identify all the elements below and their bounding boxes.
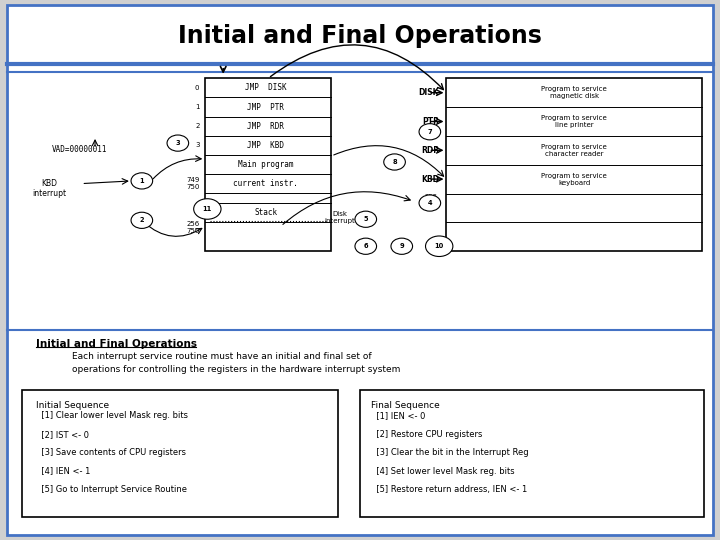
Text: Initial and Final Operations: Initial and Final Operations <box>178 24 542 48</box>
Text: 749
750: 749 750 <box>186 177 199 190</box>
Text: 9: 9 <box>400 243 404 249</box>
Text: VAD=00000011: VAD=00000011 <box>52 145 107 153</box>
Text: Program to service
magnetic disk: Program to service magnetic disk <box>541 86 607 99</box>
Bar <box>446 78 702 251</box>
Text: [3] Save contents of CPU registers: [3] Save contents of CPU registers <box>36 448 186 457</box>
Text: 1: 1 <box>140 178 144 184</box>
Text: [2] Restore CPU registers: [2] Restore CPU registers <box>371 430 482 439</box>
Text: 8: 8 <box>392 159 397 165</box>
Text: [5] Go to Interrupt Service Routine: [5] Go to Interrupt Service Routine <box>36 485 187 494</box>
Text: 256
750: 256 750 <box>186 220 199 234</box>
Text: [3] Clear the bit in the Interrupt Reg: [3] Clear the bit in the Interrupt Reg <box>371 448 528 457</box>
Text: 7: 7 <box>428 129 432 135</box>
Circle shape <box>391 238 413 254</box>
Circle shape <box>167 135 189 151</box>
Text: 255
256: 255 256 <box>425 194 438 207</box>
Circle shape <box>131 173 153 189</box>
Text: 6: 6 <box>364 243 368 249</box>
Circle shape <box>419 195 441 211</box>
Text: Each interrupt service routine must have an initial and final set of
operations : Each interrupt service routine must have… <box>72 352 400 374</box>
Circle shape <box>131 212 153 228</box>
Circle shape <box>419 124 441 140</box>
Text: 5: 5 <box>364 216 368 222</box>
Text: Final Sequence: Final Sequence <box>371 401 439 410</box>
Text: [5] Restore return address, IEN <- 1: [5] Restore return address, IEN <- 1 <box>371 485 527 494</box>
Text: current instr.: current instr. <box>233 179 298 188</box>
Bar <box>360 390 704 517</box>
Bar <box>205 78 331 251</box>
Circle shape <box>194 199 221 219</box>
Text: Initial Sequence: Initial Sequence <box>36 401 109 410</box>
Text: 1: 1 <box>195 104 199 110</box>
Text: JMP  KBD: JMP KBD <box>247 141 284 150</box>
Text: Program to service
line printer: Program to service line printer <box>541 115 607 128</box>
Text: [2] IST <- 0: [2] IST <- 0 <box>36 430 89 439</box>
Text: PTR: PTR <box>422 117 439 126</box>
Text: Stack: Stack <box>254 208 277 217</box>
Text: Disk
interrupt: Disk interrupt <box>325 211 355 224</box>
Text: RDR: RDR <box>421 146 439 155</box>
Text: 11: 11 <box>203 206 212 212</box>
Text: [1] IEN <- 0: [1] IEN <- 0 <box>371 411 426 421</box>
Circle shape <box>426 236 453 256</box>
Circle shape <box>355 211 377 227</box>
Text: Initial and Final Operations: Initial and Final Operations <box>36 339 197 349</box>
Text: 0: 0 <box>195 85 199 91</box>
Text: [4] Set lower level Mask reg. bits: [4] Set lower level Mask reg. bits <box>371 467 514 476</box>
Bar <box>22 390 338 517</box>
Text: [1] Clear lower level Mask reg. bits: [1] Clear lower level Mask reg. bits <box>36 411 188 421</box>
Text: Program to service
keyboard: Program to service keyboard <box>541 173 607 186</box>
Text: 2: 2 <box>140 217 144 224</box>
Circle shape <box>384 154 405 170</box>
Text: [4] IEN <- 1: [4] IEN <- 1 <box>36 467 91 476</box>
Text: JMP  RDR: JMP RDR <box>247 122 284 131</box>
Text: KBD
interrupt: KBD interrupt <box>32 179 66 198</box>
Text: KBD: KBD <box>421 174 439 184</box>
Text: Program to service
character reader: Program to service character reader <box>541 144 607 157</box>
Text: 3: 3 <box>195 143 199 148</box>
Text: JMP  DISK: JMP DISK <box>245 83 287 92</box>
Text: 2: 2 <box>195 123 199 129</box>
Text: 3: 3 <box>176 140 180 146</box>
Text: JMP  PTR: JMP PTR <box>247 103 284 112</box>
Text: DISK: DISK <box>419 88 439 97</box>
Text: 4: 4 <box>428 200 432 206</box>
Circle shape <box>355 238 377 254</box>
Text: Main program: Main program <box>238 160 294 169</box>
Text: 10: 10 <box>435 243 444 249</box>
